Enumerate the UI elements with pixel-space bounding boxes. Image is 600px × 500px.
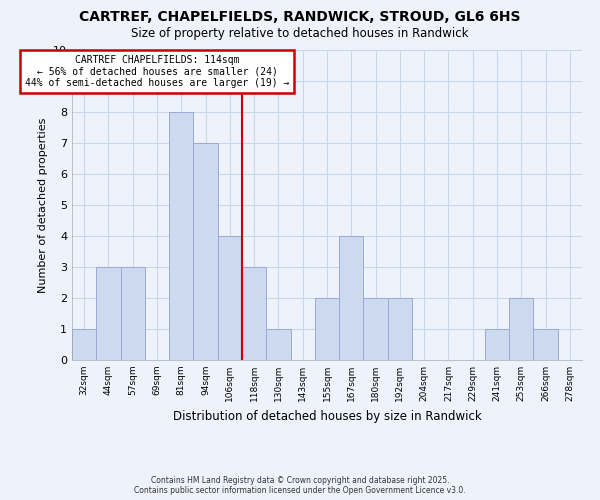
X-axis label: Distribution of detached houses by size in Randwick: Distribution of detached houses by size … [173, 410, 481, 422]
Bar [266, 329, 290, 360]
Bar [169, 112, 193, 360]
Bar [364, 298, 388, 360]
Bar [218, 236, 242, 360]
Text: Size of property relative to detached houses in Randwick: Size of property relative to detached ho… [131, 28, 469, 40]
Bar [193, 143, 218, 360]
Bar [388, 298, 412, 360]
Bar [533, 329, 558, 360]
Text: Contains HM Land Registry data © Crown copyright and database right 2025.
Contai: Contains HM Land Registry data © Crown c… [134, 476, 466, 495]
Bar [509, 298, 533, 360]
Bar [72, 329, 96, 360]
Bar [96, 267, 121, 360]
Bar [339, 236, 364, 360]
Y-axis label: Number of detached properties: Number of detached properties [38, 118, 47, 292]
Bar [242, 267, 266, 360]
Bar [315, 298, 339, 360]
Text: CARTREF, CHAPELFIELDS, RANDWICK, STROUD, GL6 6HS: CARTREF, CHAPELFIELDS, RANDWICK, STROUD,… [79, 10, 521, 24]
Bar [485, 329, 509, 360]
Bar [121, 267, 145, 360]
Text: CARTREF CHAPELFIELDS: 114sqm
← 56% of detached houses are smaller (24)
44% of se: CARTREF CHAPELFIELDS: 114sqm ← 56% of de… [25, 54, 289, 88]
